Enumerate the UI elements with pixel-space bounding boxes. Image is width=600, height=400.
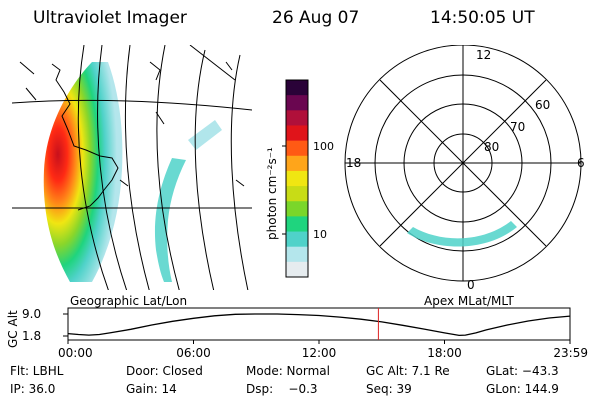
mlat-label-60: 60 (535, 98, 551, 112)
mlat-label-70: 70 (510, 120, 526, 134)
colorbar-tick-high: 100 (313, 140, 334, 153)
colorbar: photon cm⁻²s⁻¹ (265, 79, 309, 278)
aurora-emission-region (43, 62, 123, 282)
colorbar-unit-label: photon cm⁻²s⁻¹ (265, 147, 279, 240)
colorbar-cell (286, 125, 308, 142)
mlt-label-18: 18 (346, 156, 362, 170)
x-tick-label: 12:00 (302, 346, 337, 360)
colorbar-cell (286, 201, 308, 217)
longitude-grid (12, 45, 252, 209)
mlt-label-6: 6 (577, 156, 585, 170)
mlat-label-80: 80 (484, 140, 500, 154)
geographic-image (12, 45, 252, 290)
observation-date: 26 Aug 07 (272, 8, 360, 28)
glon-status: GLon: 144.9 (486, 382, 559, 396)
instrument-title: Ultraviolet Imager (33, 8, 187, 28)
x-axis-ticks: 00:00 06:00 12:00 18:00 23:59 (58, 340, 588, 360)
mlt-label-12: 12 (476, 48, 492, 62)
apex-projection-label: Apex MLat/MLT (424, 294, 514, 308)
x-tick-label: 18:00 (427, 346, 462, 360)
colorbar-cell (286, 261, 308, 278)
plot-frame (67, 307, 571, 341)
door-status: Door: Closed (126, 364, 203, 378)
coastline-islands (19, 61, 245, 187)
colorbar-cell (286, 186, 308, 202)
coastline (51, 63, 119, 211)
gc-alt-status: GC Alt: 7.1 Re (366, 364, 450, 378)
observation-time: 14:50:05 UT (430, 8, 535, 28)
mode-status: Mode: Normal (246, 364, 330, 378)
aurora-arc-upper (188, 120, 222, 150)
colorbar-cell (286, 110, 308, 126)
polar-dial (344, 45, 582, 282)
x-tick-label: 23:59 (553, 346, 588, 360)
x-tick-label: 06:00 (176, 346, 211, 360)
colorbar-cell (286, 155, 308, 172)
gain-status: Gain: 14 (126, 382, 177, 396)
y-tick-high: 9.0 (22, 307, 41, 321)
aurora-arc (154, 158, 186, 282)
gc-altitude-line (67, 313, 571, 337)
colorbar-tick-low: 10 (313, 228, 327, 241)
filter-status: Flt: LBHL (10, 364, 64, 378)
colorbar-cell (286, 80, 308, 96)
geographic-projection-label: Geographic Lat/Lon (70, 294, 188, 308)
y-axis-label: GC Alt (6, 310, 20, 348)
colorbar-cell (286, 231, 308, 248)
seq-status: Seq: 39 (366, 382, 412, 396)
dsp-status: Dsp: −0.3 (246, 382, 318, 396)
colorbar-cell (286, 246, 308, 263)
colorbar-cell (286, 95, 308, 111)
mlt-label-0: 0 (467, 278, 475, 292)
colorbar-cell (286, 140, 308, 157)
colorbar-scale (286, 80, 308, 278)
glat-status: GLat: −43.3 (486, 364, 559, 378)
colorbar-cell (286, 216, 308, 233)
ip-status: IP: 36.0 (10, 382, 56, 396)
x-tick-label: 00:00 (58, 346, 93, 360)
latitude-grid (77, 45, 249, 290)
gc-altitude-plot: GC Alt 9.0 1.8 00:00 06:00 12:00 18:00 23:59 (6, 307, 588, 360)
polar-aurora-oval (407, 221, 517, 247)
colorbar-cell (286, 170, 308, 187)
y-tick-low: 1.8 (22, 329, 41, 343)
